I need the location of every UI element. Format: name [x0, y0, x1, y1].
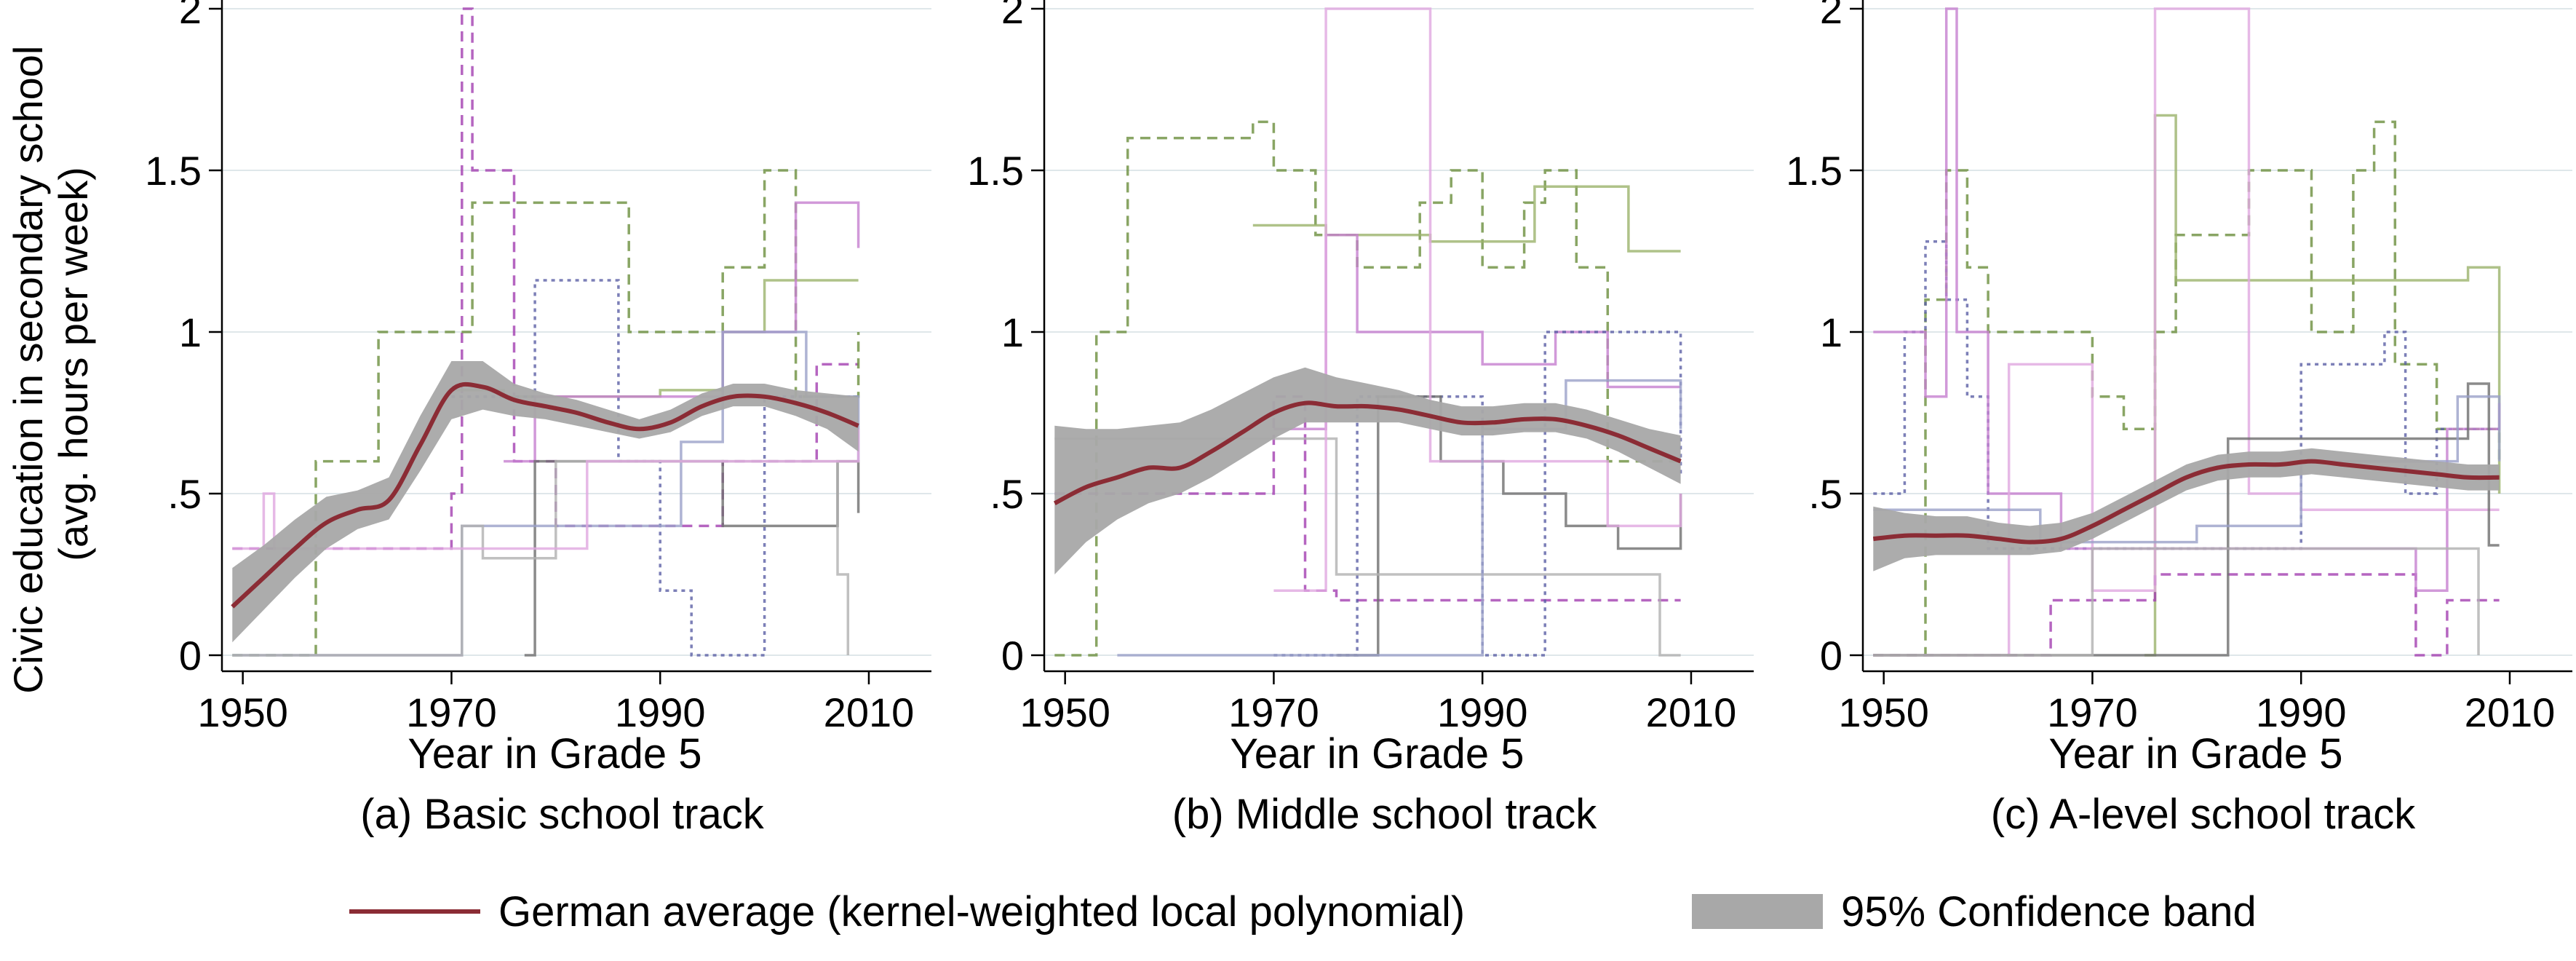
data-layer: [231, 7, 860, 657]
x-tick-label: 1990: [1437, 689, 1528, 735]
state-series-line-8: [1117, 379, 1682, 657]
y-tick-label: .5: [167, 471, 202, 517]
state-series-line-3: [1873, 573, 2500, 657]
state-series-line-1: [232, 169, 860, 657]
state-series-line-5: [1873, 7, 2500, 657]
y-axis-title-line-2: (avg. hours per week): [50, 167, 96, 561]
german-average-line: [1053, 400, 1682, 505]
x-tick-label: 1970: [406, 689, 497, 735]
x-tick-label: 1950: [1019, 689, 1110, 735]
panel-caption: (a) Basic school track: [360, 791, 764, 838]
panel-caption: (c) A-level school track: [1991, 791, 2416, 838]
german-average-line: [231, 381, 859, 609]
y-tick-label: 1: [179, 309, 202, 355]
state-series-line-8: [232, 429, 860, 550]
y-tick-label: .5: [1808, 471, 1842, 517]
chart-panel-1: 0 .5 1 1.5 2 1950 1970 1990 2010 Year in Grade 5 (…: [145, 0, 931, 838]
y-tick-label: 2: [179, 0, 202, 32]
x-tick-label: 1970: [2047, 689, 2138, 735]
state-series-line-4: [1873, 7, 2501, 592]
confidence-band: [1054, 367, 1681, 574]
y-axis-title: Civic education in secondary school (avg…: [5, 34, 96, 694]
legend-band-label: 95% Confidence band: [1841, 888, 2257, 936]
x-tick-label: 2010: [824, 689, 915, 735]
state-series-line-1: [1252, 185, 1681, 253]
x-tick-label: 2010: [1646, 689, 1737, 735]
confidence-band: [232, 361, 859, 643]
state-series-line-3: [451, 279, 859, 657]
panel-caption: (b) Middle school track: [1172, 791, 1597, 838]
state-series-line-7: [1273, 7, 1682, 592]
chart-panel-2: 0 .5 1 1.5 2 1950 1970 1990 2010 Year in Grade 5 (…: [967, 0, 1754, 838]
state-series-line-2: [1873, 240, 2500, 550]
state-series-line-7: [232, 459, 850, 657]
y-axis-title-line-1: Civic education in secondary school: [5, 46, 51, 694]
y-tick-label: 0: [1001, 633, 1024, 679]
y-tick-label: 0: [179, 633, 202, 679]
y-tick-label: 2: [1820, 0, 1842, 32]
y-tick-label: 0: [1820, 633, 1842, 679]
legend-line-label: German average (kernel-weighted local po…: [498, 888, 1465, 936]
x-tick-label: 1950: [1838, 689, 1929, 735]
state-series-line-6: [1873, 382, 2500, 657]
state-series-line-2: [451, 279, 859, 398]
german-average-line: [1872, 459, 2500, 545]
state-series-line-0: [1054, 120, 1681, 657]
state-series-line-7: [1873, 547, 2480, 657]
x-axis-title: Year in Grade 5: [1230, 730, 1524, 778]
x-tick-label: 1970: [1228, 689, 1319, 735]
y-tick-label: 2: [1001, 0, 1024, 32]
x-tick-label: 1990: [615, 689, 706, 735]
state-series-line-6: [1054, 437, 1681, 657]
x-axis-title: Year in Grade 5: [408, 730, 701, 778]
chart-panel-3: 0 .5 1 1.5 2 1950 1970 1990 2010 Year in Grade 5 (…: [1786, 0, 2572, 838]
x-tick-label: 1990: [2256, 689, 2347, 735]
y-tick-label: 1.5: [1786, 148, 1842, 194]
y-tick-label: 1: [1820, 309, 1842, 355]
data-layer: [1053, 7, 1682, 657]
state-series-line-0: [232, 7, 859, 550]
y-tick-label: .5: [990, 471, 1024, 517]
y-tick-label: 1.5: [967, 148, 1024, 194]
state-series-line-5: [524, 459, 860, 657]
data-layer: [1872, 7, 2501, 657]
x-axis-title: Year in Grade 5: [2048, 730, 2342, 778]
state-series-line-0: [1873, 120, 2501, 657]
y-tick-label: 1.5: [145, 148, 202, 194]
legend-band-swatch: [1692, 894, 1823, 929]
legend: German average (kernel-weighted local po…: [349, 888, 2257, 936]
x-tick-label: 2010: [2465, 689, 2556, 735]
y-tick-label: 1: [1001, 309, 1024, 355]
x-tick-label: 1950: [197, 689, 288, 735]
